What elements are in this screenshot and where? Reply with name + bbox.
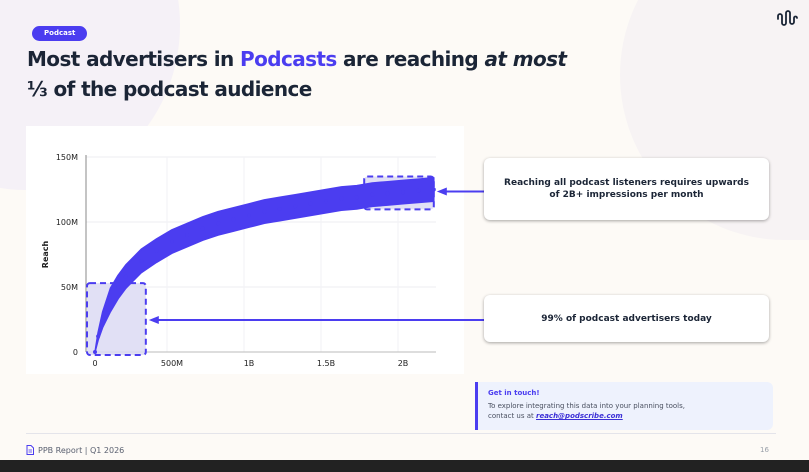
category-badge: Podcast — [32, 26, 88, 41]
footer-report-label: PPB Report | Q1 2026 — [38, 445, 125, 455]
data-point — [385, 191, 390, 196]
callout-full-reach: Reaching all podcast listeners requires … — [484, 158, 769, 220]
title-emphasis: at most — [484, 47, 567, 71]
y-tick-label: 150M — [56, 153, 78, 162]
contact-title: Get in touch! — [488, 389, 540, 397]
data-point — [116, 285, 121, 289]
page-title: Most advertisers in Podcasts are reachin… — [27, 44, 647, 104]
data-point — [308, 201, 313, 206]
bottom-bar — [0, 460, 809, 472]
label-layer: 0 50M 100M 150M 0 500M 1B 1.5B 2B Reach — [41, 153, 408, 368]
data-point — [277, 207, 282, 211]
data-point — [231, 217, 236, 222]
title-part2: are reaching — [336, 47, 485, 71]
data-point — [154, 248, 159, 253]
data-point — [185, 233, 190, 237]
top-advertisers-zone — [86, 282, 147, 357]
title-part1: Most advertisers in — [27, 47, 241, 71]
x-tick-label: 2B — [398, 359, 409, 368]
series-layer — [93, 177, 436, 354]
data-point — [416, 188, 421, 193]
data-point — [93, 350, 97, 354]
footer-report: PPB Report | Q1 2026 — [26, 445, 124, 455]
data-point — [370, 192, 375, 197]
arrow-layer — [148, 187, 484, 324]
y-tick-label: 100M — [56, 218, 78, 227]
data-point — [96, 334, 101, 339]
data-point — [139, 259, 144, 263]
x-tick-label: 0 — [92, 359, 97, 368]
document-icon — [26, 445, 34, 455]
data-point — [431, 187, 436, 192]
page-number: 16 — [760, 446, 769, 454]
x-tick-label: 500M — [161, 359, 183, 368]
y-tick-label: 0 — [73, 348, 78, 357]
data-point — [216, 221, 221, 226]
arrow-advertisers-head — [148, 316, 159, 324]
data-point — [170, 239, 174, 244]
title-accent: Podcasts — [240, 47, 337, 71]
y-tick-label: 50M — [61, 283, 78, 292]
data-point — [293, 204, 298, 209]
contact-email-link[interactable]: reach@podscribe.com — [536, 412, 623, 420]
contact-line1: To explore integrating this data into yo… — [488, 402, 686, 410]
title-line2: ⅓ of the podcast audience — [27, 77, 312, 101]
x-tick-label: 1.5B — [317, 359, 335, 368]
data-point — [401, 190, 405, 195]
data-point — [262, 209, 267, 214]
arrow-full-reach-head — [436, 187, 447, 196]
data-point — [247, 213, 251, 218]
waveform-icon — [777, 10, 798, 26]
data-point — [108, 298, 113, 302]
data-point — [200, 226, 205, 231]
contact-box: Get in touch! To explore integrating thi… — [475, 382, 773, 430]
data-point — [100, 317, 105, 322]
data-point — [354, 195, 359, 200]
footer-divider — [26, 433, 776, 434]
data-point — [339, 196, 344, 201]
data-point — [123, 274, 128, 279]
contact-body: To explore integrating this data into yo… — [488, 401, 773, 421]
y-axis-title: Reach — [41, 240, 50, 268]
callout-advertisers-today: 99% of podcast advertisers today — [484, 295, 769, 342]
x-tick-label: 1B — [244, 359, 255, 368]
data-point — [324, 199, 328, 204]
contact-prefix: contact us at — [488, 412, 536, 420]
